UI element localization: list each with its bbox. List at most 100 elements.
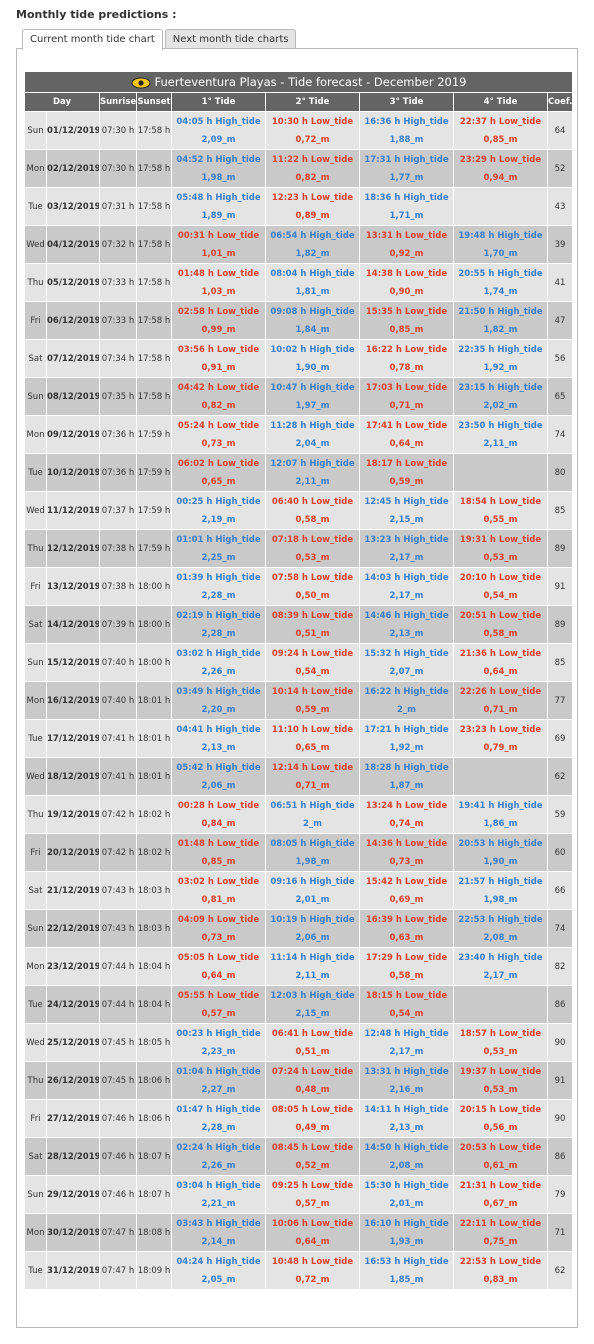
tide-height: 2,09_m bbox=[201, 134, 236, 145]
date-cell: 28/12/2019 bbox=[47, 1138, 99, 1175]
table-row: Wed 11/12/2019 07:37 h 17:59 h 00:25 h High_… bbox=[25, 492, 573, 529]
tide-cell: 10:19 h High_tide 2,06_m bbox=[266, 910, 359, 947]
date-cell: 06/12/2019 bbox=[47, 302, 99, 339]
tide-height: 0,56_m bbox=[483, 1122, 518, 1133]
sunrise-cell: 07:33 h bbox=[100, 264, 136, 301]
tide-time: 08:05 h High_tide bbox=[270, 838, 355, 849]
table-row: Wed 04/12/2019 07:32 h 17:58 h 00:31 h Low_t… bbox=[25, 226, 573, 263]
tide-cell: 02:24 h High_tide 2,26_m bbox=[172, 1138, 265, 1175]
tide-height: 2,15_m bbox=[389, 514, 424, 525]
tide-cell: 20:51 h Low_tide 0,58_m bbox=[454, 606, 547, 643]
tide-time: 21:50 h High_tide bbox=[458, 306, 543, 317]
tide-height: 1,92_m bbox=[389, 742, 424, 753]
tide-time: 02:24 h High_tide bbox=[176, 1142, 261, 1153]
table-row: Fri 27/12/2019 07:46 h 18:06 h 01:47 h High_… bbox=[25, 1100, 573, 1137]
tide-table-body: Sun 01/12/2019 07:30 h 17:58 h 04:05 h High_… bbox=[25, 112, 573, 1289]
sunrise-cell: 07:41 h bbox=[100, 758, 136, 795]
tide-time: 04:05 h High_tide bbox=[176, 116, 261, 127]
table-row: Tue 31/12/2019 07:47 h 18:09 h 04:24 h High_… bbox=[25, 1252, 573, 1289]
tide-time: 19:41 h High_tide bbox=[458, 800, 543, 811]
tide-time: 01:39 h High_tide bbox=[176, 572, 261, 583]
tab-next-month[interactable]: Next month tide charts bbox=[164, 29, 297, 49]
tide-time: 09:24 h Low_tide bbox=[271, 648, 354, 659]
tide-cell: 17:21 h High_tide 1,92_m bbox=[360, 720, 453, 757]
tab-current-month[interactable]: Current month tide chart bbox=[22, 29, 163, 50]
tide-height: 2,16_m bbox=[389, 1084, 424, 1095]
date-cell: 30/12/2019 bbox=[47, 1214, 99, 1251]
table-title-bar: Fuerteventura Playas - Tide forecast - D… bbox=[25, 72, 573, 92]
sunrise-cell: 07:31 h bbox=[100, 188, 136, 225]
tide-time: 20:53 h High_tide bbox=[458, 838, 543, 849]
tide-height: 0,85_m bbox=[483, 134, 518, 145]
tide-time: 16:22 h Low_tide bbox=[365, 344, 448, 355]
tide-time: 13:31 h Low_tide bbox=[365, 230, 448, 241]
tide-cell: 03:02 h High_tide 2,26_m bbox=[172, 644, 265, 681]
tide-height: 0,63_m bbox=[389, 932, 424, 943]
date-cell: 18/12/2019 bbox=[47, 758, 99, 795]
tide-height: 0,71_m bbox=[483, 704, 518, 715]
tide-height: 2,28_m bbox=[201, 1122, 236, 1133]
tide-time: 22:53 h High_tide bbox=[458, 914, 543, 925]
tide-time: 20:53 h Low_tide bbox=[459, 1142, 542, 1153]
tide-height: 0,72_m bbox=[295, 134, 330, 145]
tide-time: 07:18 h Low_tide bbox=[271, 534, 354, 545]
tide-time: 21:31 h Low_tide bbox=[459, 1180, 542, 1191]
tide-height: 0,83_m bbox=[483, 1274, 518, 1285]
table-row: Fri 20/12/2019 07:42 h 18:02 h 01:48 h Low_t… bbox=[25, 834, 573, 871]
tide-height: 0,65_m bbox=[295, 742, 330, 753]
tide-height: 2,28_m bbox=[201, 628, 236, 639]
tide-cell: 09:24 h Low_tide 0,54_m bbox=[266, 644, 359, 681]
coef-cell: 52 bbox=[548, 150, 573, 187]
day-of-week: Fri bbox=[25, 302, 46, 339]
tide-time: 12:48 h High_tide bbox=[364, 1028, 449, 1039]
sunrise-cell: 07:42 h bbox=[100, 834, 136, 871]
tide-time: 12:07 h High_tide bbox=[270, 458, 355, 469]
tide-height: 2,28_m bbox=[201, 590, 236, 601]
tide-time: 16:39 h Low_tide bbox=[365, 914, 448, 925]
tide-time: 09:25 h Low_tide bbox=[271, 1180, 354, 1191]
tide-cell: 13:24 h Low_tide 0,74_m bbox=[360, 796, 453, 833]
tide-time: 14:36 h Low_tide bbox=[365, 838, 448, 849]
sunset-cell: 18:00 h bbox=[137, 568, 171, 605]
tide-time: 13:24 h Low_tide bbox=[365, 800, 448, 811]
tide-height: 2,13_m bbox=[201, 742, 236, 753]
sunset-cell: 17:58 h bbox=[137, 340, 171, 377]
tide-time: 15:32 h High_tide bbox=[364, 648, 449, 659]
tide-height: 0,90_m bbox=[389, 286, 424, 297]
tide-height: 2,11_m bbox=[483, 438, 518, 449]
tide-cell: 23:15 h High_tide 2,02_m bbox=[454, 378, 547, 415]
col-header-sunset: Sunset bbox=[137, 93, 171, 111]
sunset-cell: 18:02 h bbox=[137, 834, 171, 871]
tide-height: 0,64_m bbox=[295, 1236, 330, 1247]
tide-time: 04:41 h High_tide bbox=[176, 724, 261, 735]
coef-cell: 39 bbox=[548, 226, 573, 263]
tide-height: 2,26_m bbox=[201, 1160, 236, 1171]
tide-height: 0,51_m bbox=[295, 1046, 330, 1057]
tide-height: 2,07_m bbox=[389, 666, 424, 677]
date-cell: 27/12/2019 bbox=[47, 1100, 99, 1137]
tide-time: 10:48 h Low_tide bbox=[271, 1256, 354, 1267]
tide-cell: 00:28 h Low_tide 0,84_m bbox=[172, 796, 265, 833]
tide-cell: 11:14 h High_tide 2,11_m bbox=[266, 948, 359, 985]
coef-cell: 90 bbox=[548, 1100, 573, 1137]
day-of-week: Tue bbox=[25, 454, 46, 491]
tide-height: 2,01_m bbox=[389, 1198, 424, 1209]
table-row: Thu 05/12/2019 07:33 h 17:58 h 01:48 h Low_t… bbox=[25, 264, 573, 301]
tide-time: 12:45 h High_tide bbox=[364, 496, 449, 507]
sunrise-cell: 07:41 h bbox=[100, 720, 136, 757]
tide-cell: 17:31 h High_tide 1,77_m bbox=[360, 150, 453, 187]
tide-cell: 19:48 h High_tide 1,70_m bbox=[454, 226, 547, 263]
tide-cell: 01:48 h Low_tide 1,03_m bbox=[172, 264, 265, 301]
tide-cell: 18:36 h High_tide 1,71_m bbox=[360, 188, 453, 225]
tide-height: 2,11_m bbox=[295, 970, 330, 981]
sunrise-cell: 07:33 h bbox=[100, 302, 136, 339]
tide-height: 0,99_m bbox=[201, 324, 236, 335]
tide-time: 16:36 h High_tide bbox=[364, 116, 449, 127]
sunrise-cell: 07:43 h bbox=[100, 872, 136, 909]
tide-height: 1,86_m bbox=[483, 818, 518, 829]
tide-time: 23:29 h Low_tide bbox=[459, 154, 542, 165]
tide-table: Fuerteventura Playas - Tide forecast - D… bbox=[24, 71, 573, 1290]
tide-height: 1,98_m bbox=[295, 856, 330, 867]
tide-time: 03:56 h Low_tide bbox=[177, 344, 260, 355]
tide-time: 20:55 h High_tide bbox=[458, 268, 543, 279]
